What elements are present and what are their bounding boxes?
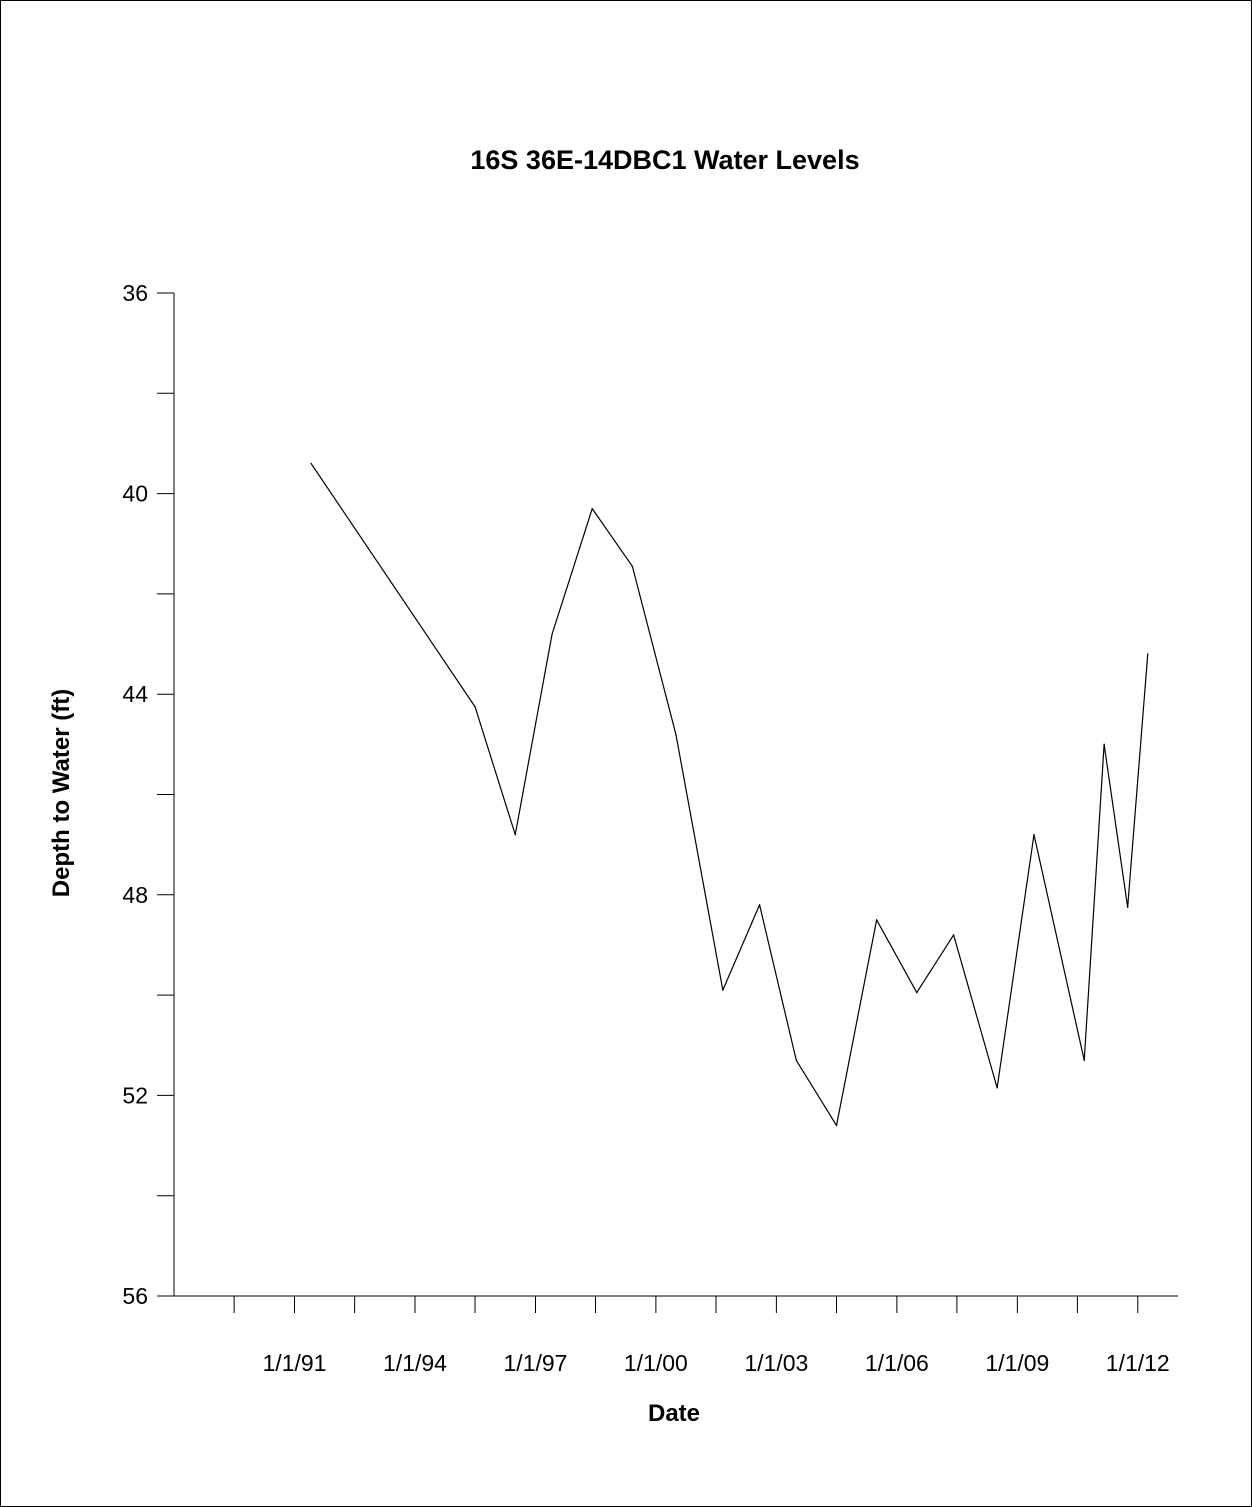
x-axis-label: Date: [648, 1400, 700, 1427]
data-point: [1127, 906, 1129, 908]
data-point: [1033, 834, 1035, 836]
series-line-segment: [996, 834, 1035, 1089]
data-point: [631, 565, 633, 567]
plot-area: [310, 462, 1149, 1127]
series-line-segment: [1033, 834, 1085, 1061]
data-point: [1103, 743, 1105, 745]
y-axis: 36 40 44 48 52 56: [122, 280, 175, 1309]
y-tick-label: 44: [122, 681, 148, 707]
series-line-segment: [1103, 743, 1129, 908]
x-tick-label: 1/1/91: [263, 1350, 327, 1376]
data-point: [835, 1124, 838, 1127]
y-tick-label: 52: [122, 1082, 148, 1108]
data-point: [591, 508, 593, 510]
series-line-segment: [876, 919, 918, 994]
x-tick-label: 1/1/03: [744, 1350, 808, 1376]
data-point: [1147, 653, 1149, 655]
series-line-segment: [835, 919, 878, 1127]
data-point: [953, 934, 955, 936]
series-line-segment: [953, 934, 998, 1089]
chart-title: 16S 36E-14DBC1 Water Levels: [470, 145, 859, 175]
series-line-segment: [1127, 653, 1149, 908]
y-tick-label: 56: [122, 1283, 148, 1309]
data-point: [916, 991, 918, 994]
data-point: [474, 706, 476, 708]
series-line-segment: [675, 733, 724, 991]
x-tick-label: 1/1/94: [383, 1350, 447, 1376]
series-line-segment: [474, 706, 516, 836]
x-axis: 1/1/91 1/1/94 1/1/97 1/1/00 1/1/03 1/1/06 1/1/…: [174, 1295, 1178, 1376]
series-line-segment: [631, 565, 677, 735]
series-line-segment: [916, 934, 955, 994]
data-point: [551, 633, 553, 635]
data-point: [758, 904, 761, 906]
x-tick-label: 1/1/06: [865, 1350, 929, 1376]
x-tick-label: 1/1/97: [504, 1350, 568, 1376]
data-point: [1083, 1059, 1085, 1061]
series-line-segment: [551, 508, 593, 635]
y-tick-label: 36: [122, 280, 148, 306]
series-line-segment: [795, 1059, 838, 1127]
data-point: [795, 1059, 797, 1061]
x-tick-label: 1/1/12: [1106, 1350, 1170, 1376]
data-point: [876, 919, 878, 921]
data-point: [514, 834, 516, 836]
data-point: [996, 1087, 998, 1089]
data-point: [310, 462, 312, 465]
series-line-segment: [514, 633, 553, 836]
series-line-segment: [758, 904, 797, 1061]
series-line-segment: [591, 508, 633, 567]
data-point: [675, 733, 677, 735]
y-tick-label: 40: [122, 481, 148, 507]
data-point: [722, 989, 724, 991]
x-tick-label: 1/1/09: [985, 1350, 1049, 1376]
x-tick-label: 1/1/00: [624, 1350, 688, 1376]
series-line-segment: [722, 904, 761, 991]
y-tick-label: 48: [122, 882, 148, 908]
y-axis-label: Depth to Water (ft): [48, 689, 75, 897]
series-line-segment: [1083, 743, 1105, 1061]
series-line-segment: [310, 462, 476, 708]
